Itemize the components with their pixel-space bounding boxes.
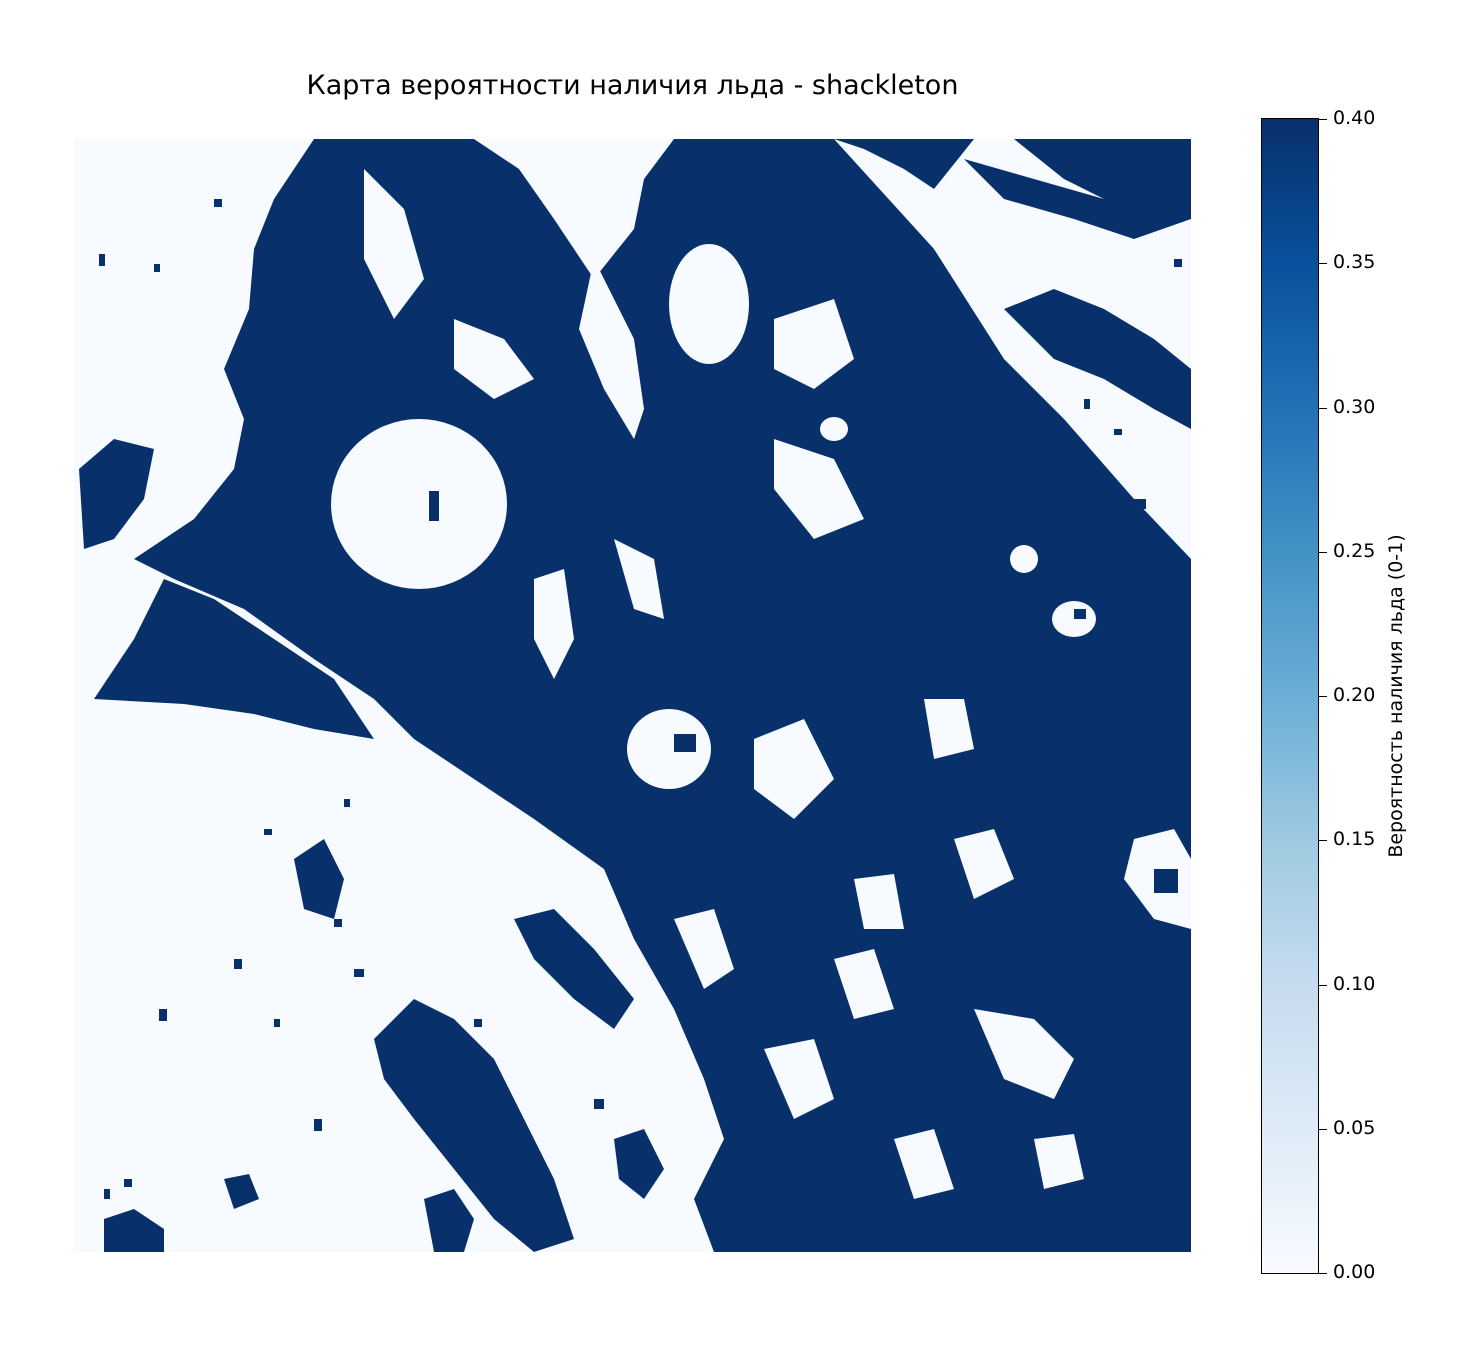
colorbar-tick-label: 0.35 bbox=[1333, 251, 1376, 274]
colorbar-tick-label: 0.05 bbox=[1333, 1116, 1376, 1139]
colorbar-tick bbox=[1319, 119, 1327, 120]
colorbar-tick bbox=[1319, 1273, 1327, 1274]
colorbar-tick bbox=[1319, 407, 1327, 409]
low-probability-regions bbox=[331, 169, 1191, 1199]
colorbar-tick-label: 0.25 bbox=[1333, 539, 1376, 562]
high-probability-regions bbox=[79, 139, 1191, 1252]
chart-title: Карта вероятности наличия льда - shackle… bbox=[306, 70, 959, 101]
colorbar-tick bbox=[1319, 1128, 1327, 1130]
colorbar-label: Вероятность наличия льда (0-1) bbox=[1385, 534, 1407, 858]
colorbar-tick bbox=[1319, 840, 1327, 842]
colorbar-tick bbox=[1319, 984, 1327, 986]
colorbar-tick-label: 0.10 bbox=[1333, 972, 1376, 995]
colorbar-tick-label: 0.30 bbox=[1333, 395, 1376, 418]
colorbar-tick-label: 0.40 bbox=[1333, 107, 1376, 129]
ice-map-svg bbox=[79, 139, 1191, 1252]
colorbar bbox=[1261, 118, 1319, 1274]
colorbar-tick-label: 0.15 bbox=[1333, 828, 1376, 851]
colorbar-tick bbox=[1319, 551, 1327, 553]
scattered-specks bbox=[99, 199, 1186, 1199]
colorbar-tick bbox=[1319, 696, 1327, 697]
ice-probability-map bbox=[74, 139, 1191, 1252]
colorbar-tick-label: 0.00 bbox=[1333, 1261, 1376, 1283]
colorbar-tick bbox=[1319, 263, 1327, 265]
colorbar-tick-label: 0.20 bbox=[1333, 684, 1376, 706]
